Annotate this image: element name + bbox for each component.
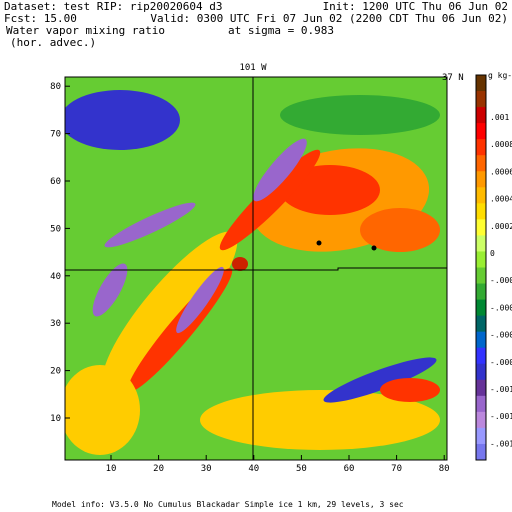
colorbar-label: -.0014 [490,439,512,448]
footer: Model info: V3.5.0 No Cumulus Blackadar … [52,500,404,509]
station [371,245,377,251]
colorbar-band [476,427,486,445]
colorbar-band [476,171,486,188]
x-tick-label: 20 [153,464,164,474]
colorbar-label: 0 [490,249,495,258]
field-level: at sigma = 0.983 [228,24,334,37]
field-name: Water vapor mixing ratio [6,24,165,37]
colorbar-band [476,203,486,220]
colorbar-band [476,395,486,413]
x-tick-label: 30 [201,464,212,474]
colorbar-band [476,251,486,268]
init-time: Init: 1200 UTC Thu 06 Jun 02 [323,0,508,13]
colorbar-band [476,443,486,461]
y-tick-label: 40 [50,272,61,282]
colorbar-label: .0008 [490,140,512,149]
y-tick-label: 60 [50,177,61,187]
colorbar-band [476,363,486,381]
y-tick-label: 50 [50,224,61,234]
colorbar-band [476,347,486,365]
colorbar-band [476,283,486,301]
colorbar-label: .0006 [490,167,512,176]
colorbar-band [476,411,486,429]
colorbar-label: .0002 [490,222,512,231]
forecast: Fcst: 15.00 [4,12,77,25]
x-tick-label: 10 [106,464,117,474]
contour-field [65,77,447,460]
colorbar-units: g kg-1 [488,71,512,80]
colorbar-label: -.0006 [490,331,512,340]
colorbar-label: -.0012 [490,412,512,421]
colorbar-label: -.0008 [490,358,512,367]
parallel [65,267,447,271]
colorbar [475,74,487,461]
x-tick-label: 50 [296,464,307,474]
colorbar-band [476,331,486,349]
colorbar-band [476,123,486,140]
y-tick-label: 20 [50,367,61,377]
dataset: Dataset: test RIP: rip20020604 d3 [4,0,223,13]
colorbar-band [476,267,486,285]
colorbar-band [476,379,486,397]
x-tick-label: 80 [439,464,450,474]
x-tick-label: 60 [344,464,355,474]
colorbar-band [476,139,486,156]
y-tick-label: 30 [50,319,61,329]
colorbar-band [476,155,486,172]
meridian-label: 101 W [239,63,267,73]
colorbar-band [476,187,486,204]
valid-time: Valid: 0300 UTC Fri 07 Jun 02 (2200 CDT … [150,12,508,25]
x-tick-label: 40 [248,464,259,474]
y-tick-label: 10 [50,414,61,424]
colorbar-band [476,315,486,333]
field-note: (hor. advec.) [10,36,96,49]
parallel-label: 37 N [442,73,464,83]
colorbar-label: -.0004 [490,303,512,312]
colorbar-label: .0004 [490,195,512,204]
colorbar-band [476,219,486,236]
colorbar-band [476,75,486,92]
colorbar-band [476,235,486,252]
colorbar-band [476,107,486,124]
colorbar-label: .001 [490,113,509,122]
colorbar-frame [475,74,487,461]
y-tick-label: 70 [50,130,61,140]
y-tick-label: 80 [50,82,61,92]
colorbar-band [476,299,486,317]
x-tick-label: 70 [391,464,402,474]
colorbar-label: -.0002 [490,276,512,285]
colorbar-label: -.001 [490,385,512,394]
colorbar-band [476,91,486,108]
station [316,240,322,246]
